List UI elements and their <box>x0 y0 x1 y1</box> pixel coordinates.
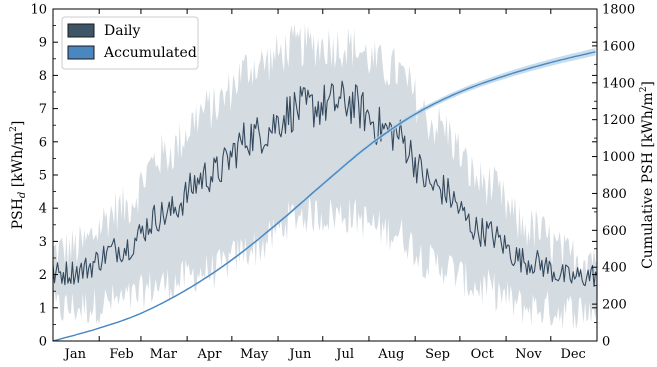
y-right-tick-label: 1400 <box>602 76 635 91</box>
accumulated-line <box>53 51 596 341</box>
x-tick-label: Jun <box>287 347 312 362</box>
y-right-label: Cumulative PSH [kWh/m2] <box>639 81 656 269</box>
y-left-tick-label: 9 <box>39 36 47 51</box>
daily-line <box>53 80 597 287</box>
y-left-tick-label: 3 <box>39 235 47 250</box>
x-tick-label: May <box>240 347 269 362</box>
legend-label-accumulated: Accumulated <box>103 45 197 61</box>
y-left-tick-label: 2 <box>39 268 47 283</box>
y-right-tick-label: 800 <box>602 187 627 202</box>
daily-range-band <box>53 22 597 331</box>
x-tick-label: Mar <box>150 347 178 362</box>
y-right-tick-label: 1800 <box>602 3 635 18</box>
y-left-tick-label: 4 <box>39 202 47 217</box>
y-right-tick-label: 1000 <box>602 150 635 165</box>
x-tick-label: Apr <box>197 347 223 362</box>
y-left-tick-label: 10 <box>30 3 47 18</box>
y-left-tick-label: 6 <box>39 135 47 150</box>
y-left-tick-label: 8 <box>39 69 47 84</box>
y-left-label: PSHd [kWh/m2] <box>9 121 28 230</box>
legend-frame <box>61 16 199 70</box>
x-tick-label: Feb <box>109 347 133 362</box>
legend-swatch-daily <box>67 23 95 38</box>
x-tick-label: Dec <box>560 347 585 362</box>
x-tick-label: Oct <box>471 347 495 362</box>
y-right-tick-label: 600 <box>602 224 627 239</box>
y-left-tick-label: 1 <box>39 301 47 316</box>
x-tick-label: Jul <box>334 347 354 362</box>
legend-label-daily: Daily <box>104 23 141 39</box>
x-tick-label: Nov <box>515 347 542 362</box>
axes: 0 1 2 3 4 5 6 7 8 9 10 0 200 400 600 800 1000 1200 1400 160… <box>30 3 635 363</box>
y-right-tick-label: 1200 <box>602 113 635 128</box>
legend-swatch-accumulated <box>67 45 95 60</box>
y-right-tick-label: 1600 <box>602 39 635 54</box>
legend: Daily Accumulated <box>61 16 199 70</box>
y-left-tick-label: 5 <box>39 169 47 184</box>
x-tick-label: Sep <box>425 347 450 362</box>
x-tick-label: Aug <box>377 347 404 362</box>
y-left-tick-label: 7 <box>39 102 47 117</box>
x-tick-label: Jan <box>63 347 87 362</box>
y-right-tick-label: 200 <box>602 298 627 313</box>
y-left-tick-label: 0 <box>39 335 47 350</box>
y-right-tick-label: 0 <box>602 335 610 350</box>
plot-area <box>53 22 597 341</box>
plot-series <box>53 22 597 341</box>
y-right-tick-label: 400 <box>602 261 627 276</box>
